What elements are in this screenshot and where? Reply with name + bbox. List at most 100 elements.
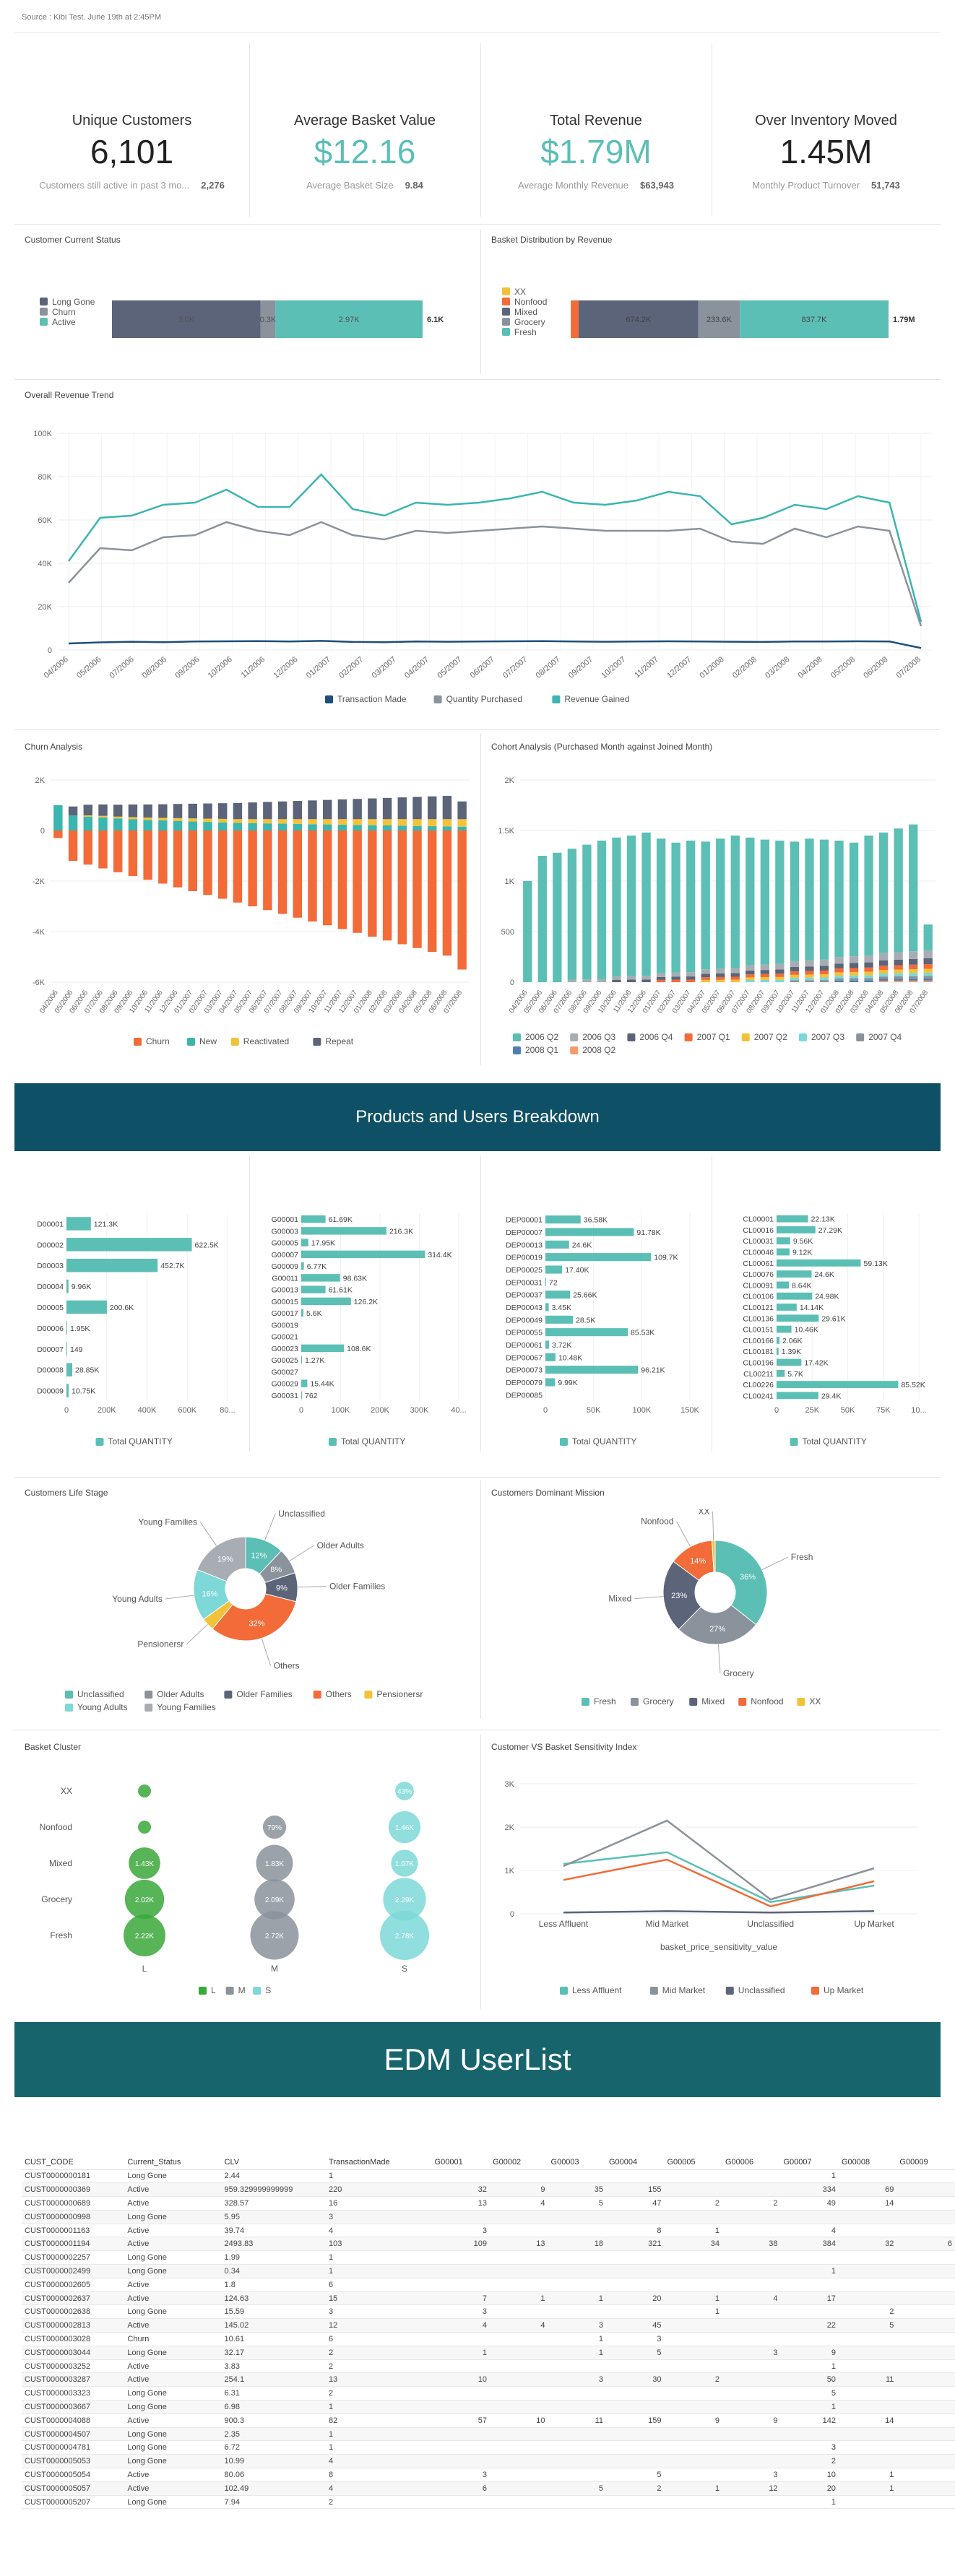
legend-label: Repeat bbox=[325, 1036, 353, 1046]
table-row[interactable]: CUST0000000369 Active 959.329999999999 220 3… bbox=[22, 2182, 955, 2198]
divider bbox=[480, 1155, 481, 1452]
column-header[interactable]: G00004 bbox=[606, 2156, 665, 2170]
table-row[interactable]: CUST0000003028 Churn 10.61 6 1 3 bbox=[22, 2332, 955, 2346]
series-line bbox=[68, 521, 922, 627]
bar-label: 5.7K bbox=[787, 1370, 803, 1379]
table-row[interactable]: CUST0000004088 Active 900.3 82 57 10 11 159 9 9 14… bbox=[22, 2414, 955, 2428]
y-tick-label: -6K bbox=[33, 979, 46, 987]
table-cell: Long Gone bbox=[124, 2386, 222, 2401]
legend-label: S bbox=[265, 1985, 271, 1995]
table-row[interactable]: CUST0000001163 Active 39.74 4 3 8 1 4 bbox=[22, 2224, 955, 2238]
bubble-label: 2.78K bbox=[395, 1933, 414, 1940]
table-row[interactable]: CUST0000003252 Active 3.83 2 1 bbox=[22, 2359, 955, 2374]
bar-segment bbox=[819, 959, 829, 966]
category-label: G00025 bbox=[272, 1356, 299, 1365]
bar-segment bbox=[382, 831, 392, 941]
table-cell bbox=[490, 2264, 548, 2278]
table-row[interactable]: CUST0000005207 Long Gone 7.94 2 1 bbox=[22, 2495, 955, 2510]
column-header[interactable]: G00009 bbox=[896, 2156, 955, 2170]
x-tick-label: 11/2007 bbox=[633, 655, 660, 680]
table-row[interactable]: CUST0000003323 Long Gone 6.31 2 5 bbox=[22, 2386, 955, 2401]
table-cell bbox=[896, 2386, 955, 2401]
column-header[interactable]: G00007 bbox=[780, 2156, 839, 2170]
column-header[interactable]: G00006 bbox=[722, 2156, 781, 2170]
legend-swatch bbox=[325, 695, 333, 703]
dep-quantity-bar-chart: 0 50K 100K 150K DEP00001 36.58K DEP00007 91.78K… bbox=[506, 1213, 700, 1447]
column-header[interactable]: CUST_CODE bbox=[22, 2156, 125, 2170]
x-tick-label: 02/2008 bbox=[731, 655, 759, 680]
bar-segment bbox=[188, 821, 197, 831]
table-cell: 4 bbox=[326, 2454, 432, 2469]
column-header[interactable]: G00001 bbox=[431, 2156, 491, 2170]
table-row[interactable]: CUST0000004507 Long Gone 2.35 1 bbox=[22, 2427, 955, 2442]
column-header[interactable]: G00008 bbox=[838, 2156, 897, 2170]
table-row[interactable]: CUST0000002813 Active 145.02 12 4 4 3 45 22 5 bbox=[22, 2318, 955, 2333]
table-cell: 11 bbox=[838, 2372, 897, 2388]
table-cell: CUST0000004088 bbox=[22, 2414, 125, 2428]
table-cell: 159 bbox=[606, 2414, 665, 2428]
table-cell: 4 bbox=[431, 2318, 491, 2333]
bar-segment bbox=[790, 974, 800, 978]
x-tick-label: 80... bbox=[220, 1406, 235, 1415]
bar-label: 126.2K bbox=[354, 1298, 378, 1306]
table-row[interactable]: CUST0000002605 Active 1.8 6 bbox=[22, 2278, 955, 2292]
table-row[interactable]: CUST0000003044 Long Gone 32.17 2 1 1 5 3 9 bbox=[22, 2346, 955, 2360]
legend-label: Fresh bbox=[514, 327, 537, 337]
bar-segment bbox=[701, 977, 710, 980]
column-header[interactable]: TransactionMade bbox=[326, 2156, 432, 2170]
column-header[interactable]: Current_Status bbox=[124, 2156, 222, 2170]
bar-segment bbox=[686, 976, 696, 980]
table-row[interactable]: CUST0000002257 Long Gone 1.99 1 bbox=[22, 2250, 955, 2265]
table-cell bbox=[664, 2332, 722, 2346]
category-label: CL00016 bbox=[743, 1226, 774, 1235]
table-row[interactable]: CUST0000003287 Active 254.1 13 10 3 30 2 50 11 bbox=[22, 2372, 955, 2388]
table-row[interactable]: CUST0000001194 Active 2493.83 103 109 13 18 321… bbox=[22, 2237, 955, 2252]
table-row[interactable]: CUST0000003667 Long Gone 6.98 1 1 bbox=[22, 2400, 955, 2414]
x-tick-label: 04/2007 bbox=[403, 655, 431, 680]
legend-swatch bbox=[738, 1698, 747, 1706]
table-cell bbox=[838, 2454, 897, 2469]
legend-swatch bbox=[313, 1038, 321, 1046]
table-cell bbox=[896, 2332, 955, 2346]
bubble-label: 2.02K bbox=[135, 1896, 154, 1904]
table-cell bbox=[548, 2440, 606, 2455]
table-row[interactable]: CUST0000000181 Long Gone 2.44 1 1 bbox=[22, 2169, 955, 2184]
bar-segment bbox=[233, 802, 243, 820]
bar-label: 17.42K bbox=[804, 1358, 828, 1367]
kpi-sub-value: $63,943 bbox=[639, 180, 674, 191]
bar-segment bbox=[442, 826, 452, 831]
table-cell bbox=[606, 2264, 665, 2278]
bar-segment bbox=[878, 966, 889, 971]
bar-segment bbox=[819, 974, 829, 978]
category-label: D00008 bbox=[37, 1366, 64, 1375]
table-row[interactable]: CUST0000002638 Long Gone 15.59 3 3 1 2 bbox=[22, 2304, 955, 2320]
table-row[interactable]: CUST0000004781 Long Gone 6.72 1 3 bbox=[22, 2440, 955, 2455]
table-cell bbox=[664, 2454, 722, 2469]
column-header[interactable]: G00002 bbox=[490, 2156, 548, 2170]
kpi-card-basket-value: Average Basket Value $12.16 Average Bask… bbox=[249, 43, 480, 217]
bar-label: 14.14K bbox=[800, 1304, 824, 1312]
bar-label: 15.44K bbox=[310, 1380, 334, 1389]
table-row[interactable]: CUST0000005057 Active 102.49 4 6 5 2 1 12 20 1 bbox=[22, 2481, 955, 2496]
column-header[interactable]: G00005 bbox=[664, 2156, 722, 2170]
table-row[interactable]: CUST0000000689 Active 328.57 16 13 4 5 47 2 2 49 14 bbox=[22, 2196, 955, 2211]
table-row[interactable]: CUST0000005053 Long Gone 10.99 4 2 bbox=[22, 2454, 955, 2469]
bar-segment bbox=[878, 981, 889, 982]
table-row[interactable]: CUST0000002637 Active 124.63 15 7 1 1 20 1 4 17 bbox=[22, 2291, 955, 2306]
divider bbox=[14, 729, 941, 730]
table-cell bbox=[490, 2495, 548, 2510]
bar-segment bbox=[819, 839, 829, 960]
column-header[interactable]: G00003 bbox=[548, 2156, 606, 2170]
column-header[interactable]: CLV bbox=[221, 2156, 327, 2170]
divider bbox=[249, 1155, 250, 1452]
table-row[interactable]: CUST0000002499 Long Gone 0.34 1 1 bbox=[22, 2264, 955, 2278]
table-cell bbox=[838, 2359, 897, 2374]
table-row[interactable]: CUST0000000998 Long Gone 5.95 3 bbox=[22, 2210, 955, 2224]
bar-segment bbox=[218, 831, 228, 899]
table-row[interactable]: CUST0000005054 Active 80.06 8 3 5 3 10 1 bbox=[22, 2468, 955, 2482]
bar-segment bbox=[686, 972, 696, 977]
table-cell: 1 bbox=[664, 2291, 722, 2306]
legend-swatch bbox=[502, 328, 510, 336]
bar-segment bbox=[98, 815, 108, 818]
table-cell: 14 bbox=[838, 2414, 897, 2428]
